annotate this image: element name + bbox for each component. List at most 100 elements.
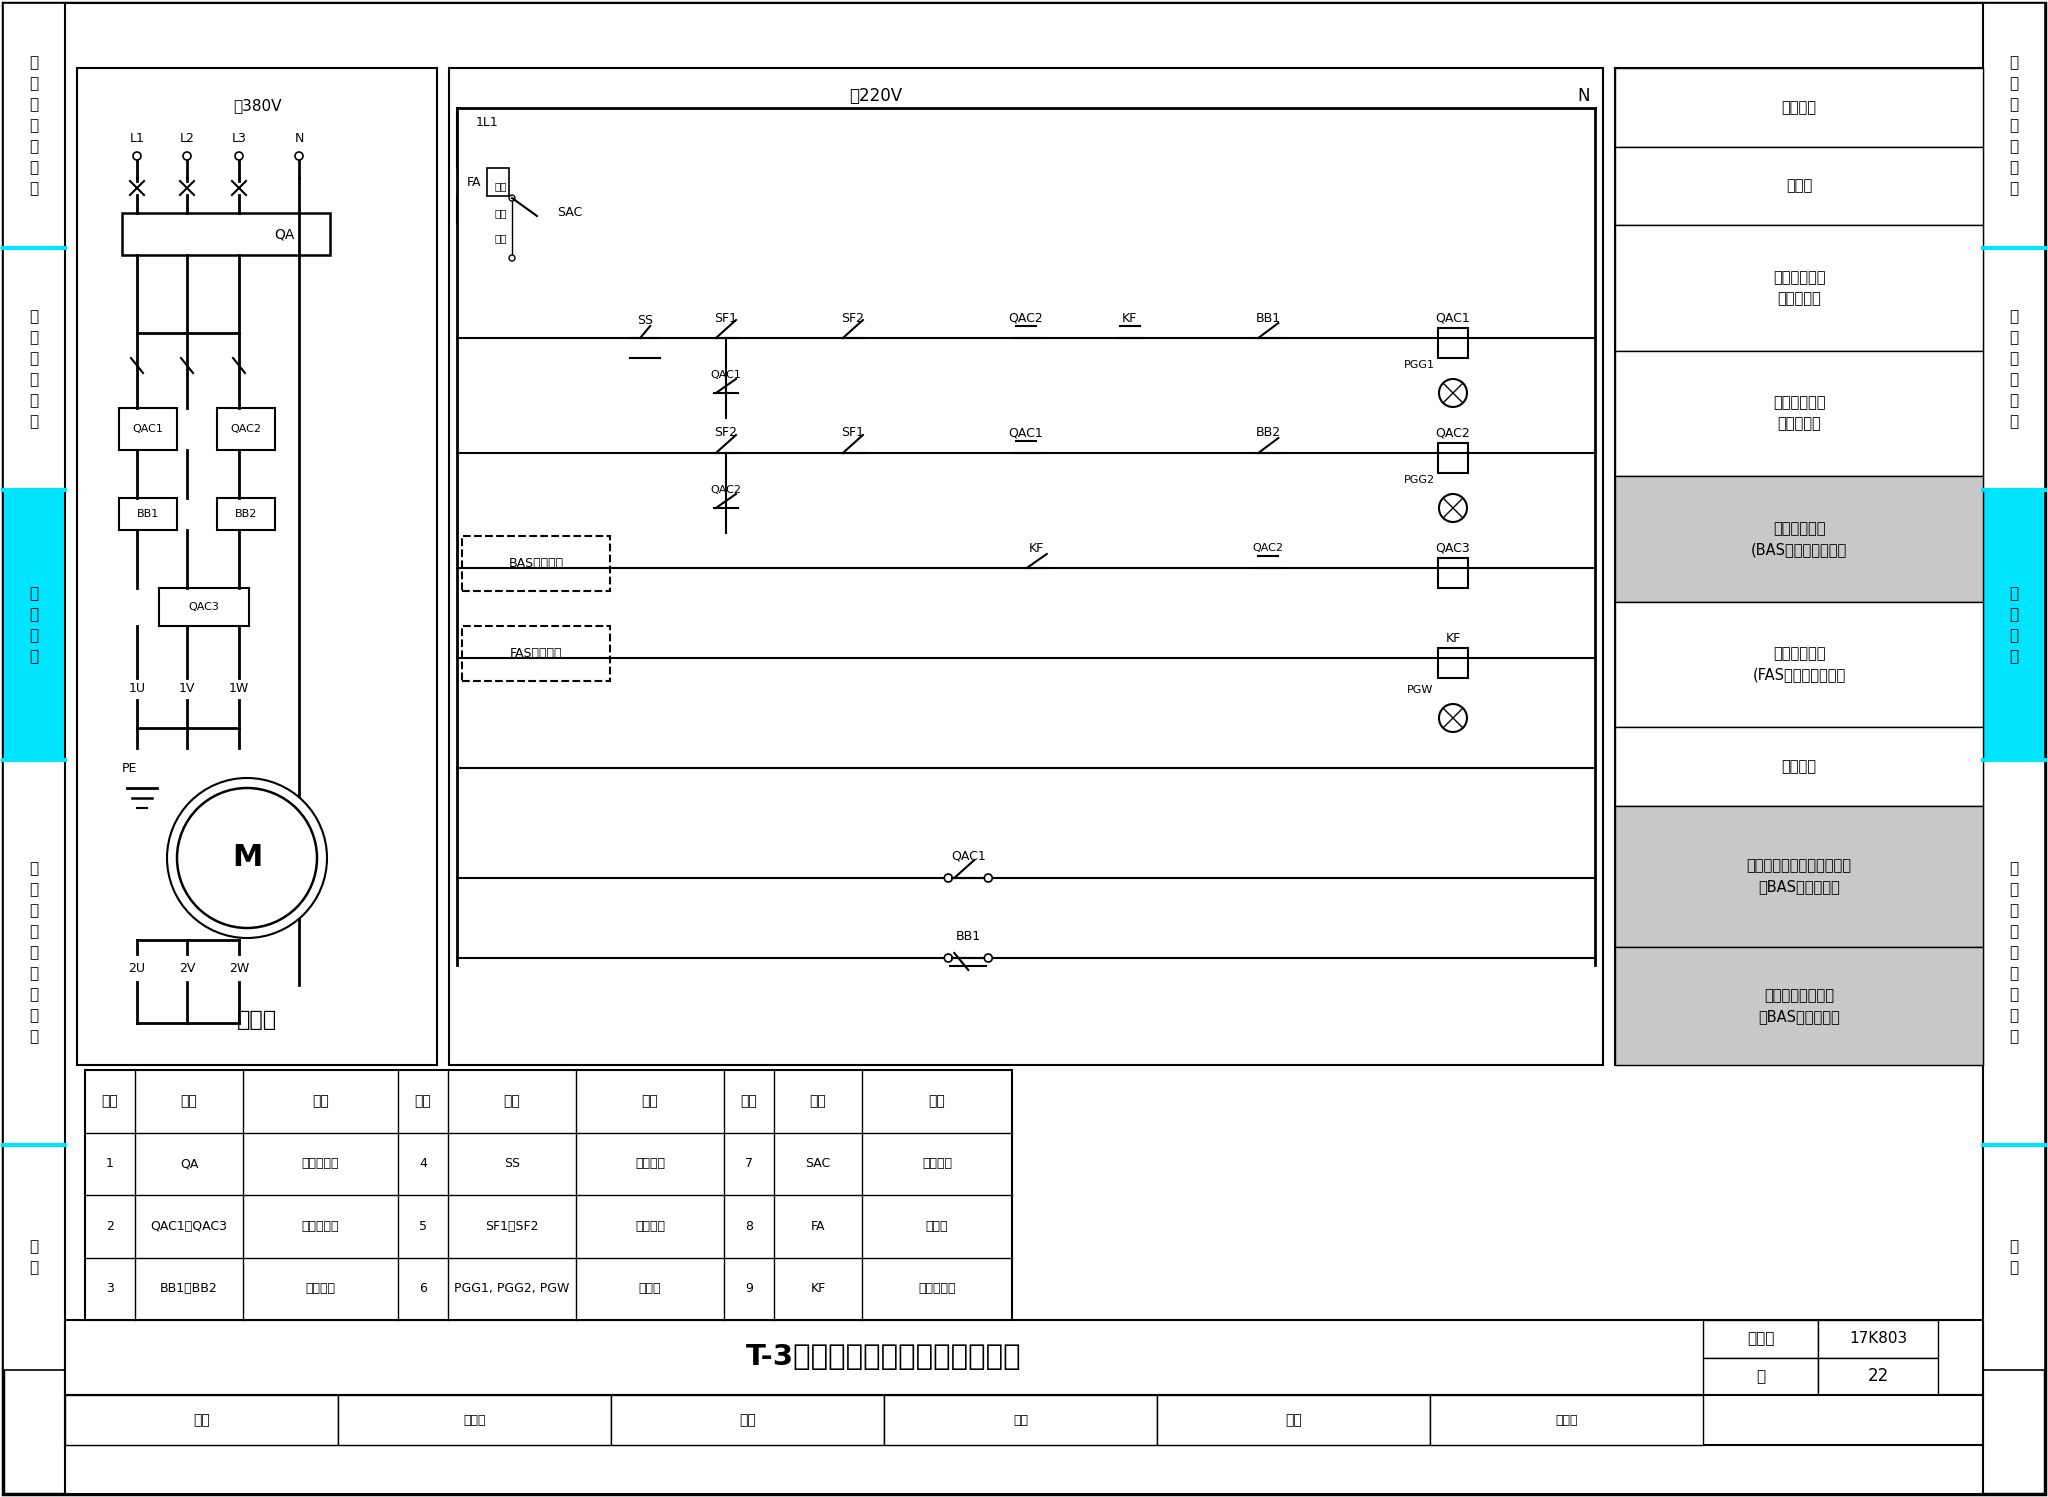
Bar	[1616, 805, 1982, 948]
Text: PGG2: PGG2	[1403, 475, 1436, 485]
Text: ～220V: ～220V	[850, 87, 903, 105]
Text: 5: 5	[420, 1220, 426, 1232]
Text: 序号: 序号	[414, 1094, 432, 1108]
Text: SF2: SF2	[842, 311, 864, 325]
Text: N: N	[1577, 87, 1589, 105]
Text: M: M	[231, 843, 262, 873]
Bar	[1438, 558, 1468, 588]
Text: 停止按钮: 停止按钮	[635, 1157, 666, 1171]
Text: 手动: 手动	[494, 234, 508, 243]
Bar	[2, 249, 66, 490]
Text: 7: 7	[745, 1157, 754, 1171]
Text: 17K803: 17K803	[1849, 1331, 1907, 1346]
Text: 电源指示: 电源指示	[1782, 759, 1817, 774]
Bar	[78, 67, 436, 1064]
Circle shape	[510, 254, 514, 260]
Text: QAC1: QAC1	[133, 424, 164, 434]
Bar	[2, 3, 66, 249]
Text: 停止: 停止	[494, 208, 508, 219]
Bar	[1430, 1395, 1704, 1445]
Text: BB1: BB1	[1255, 311, 1280, 325]
Text: PGG1, PGG2, PGW: PGG1, PGG2, PGW	[455, 1283, 569, 1295]
Text: 1U: 1U	[129, 681, 145, 695]
Bar	[119, 409, 176, 451]
Text: 指示灯: 指示灯	[639, 1283, 662, 1295]
Circle shape	[1440, 494, 1466, 522]
Bar	[1616, 948, 1982, 1064]
Text: 仪
表
调
试
和
运
行
安
装: 仪 表 调 试 和 运 行 安 装	[29, 861, 39, 1043]
Text: 目
录
与
编
制
说
明: 目 录 与 编 制 说 明	[29, 55, 39, 196]
Text: QA: QA	[180, 1157, 199, 1171]
Bar	[1616, 225, 1982, 350]
Text: 仪
表
调
试
和
运
行
安
装: 仪 表 调 试 和 运 行 安 装	[2009, 861, 2019, 1043]
Text: T-3排风排烟风机电气控制原理图: T-3排风排烟风机电气控制原理图	[745, 1343, 1022, 1371]
Text: FA: FA	[811, 1220, 825, 1232]
Text: 序号: 序号	[741, 1094, 758, 1108]
Text: 页: 页	[1755, 1368, 1765, 1383]
Text: 符号: 符号	[180, 1094, 197, 1108]
Bar	[1819, 1358, 1937, 1395]
Bar	[1438, 328, 1468, 358]
Circle shape	[1440, 379, 1466, 407]
Text: 中间继电器: 中间继电器	[918, 1283, 956, 1295]
Text: FA: FA	[467, 177, 481, 190]
Bar	[2, 490, 66, 760]
Text: 1V: 1V	[178, 681, 195, 695]
Text: 1L1: 1L1	[475, 117, 498, 130]
Circle shape	[295, 153, 303, 160]
Text: 热继电器: 热继电器	[305, 1283, 336, 1295]
Text: KF: KF	[1446, 632, 1460, 645]
Text: BB1: BB1	[956, 930, 981, 943]
Text: QAC2: QAC2	[1436, 427, 1470, 440]
Text: 符号: 符号	[809, 1094, 827, 1108]
Circle shape	[168, 778, 328, 939]
Circle shape	[985, 954, 993, 963]
Text: PGG1: PGG1	[1405, 359, 1436, 370]
Text: 3: 3	[106, 1283, 115, 1295]
Text: QAC3: QAC3	[188, 602, 219, 612]
Bar	[1819, 1320, 1937, 1358]
Circle shape	[176, 787, 317, 928]
Text: QAC2: QAC2	[711, 485, 741, 496]
Bar	[119, 499, 176, 530]
Bar	[1616, 476, 1982, 602]
Text: 赵晓宇: 赵晓宇	[1554, 1413, 1577, 1427]
Bar	[338, 1395, 610, 1445]
Bar	[1616, 728, 1982, 805]
Circle shape	[944, 954, 952, 963]
Text: PGW: PGW	[1407, 686, 1434, 695]
Text: ～380V: ～380V	[233, 99, 281, 114]
Text: KF: KF	[811, 1283, 825, 1295]
Text: SF2: SF2	[715, 427, 737, 440]
Bar	[1982, 760, 2046, 1145]
Text: 低速自动控制
(BAS自动控制信号）: 低速自动控制 (BAS自动控制信号）	[1751, 521, 1847, 557]
Bar	[66, 1395, 1982, 1445]
Text: 名称: 名称	[311, 1094, 330, 1108]
Text: 金久析: 金久析	[463, 1413, 485, 1427]
Bar	[487, 168, 510, 196]
Text: 低速手动控制
及工作信号: 低速手动控制 及工作信号	[1774, 269, 1825, 305]
Text: 启动按钮: 启动按钮	[635, 1220, 666, 1232]
Bar	[463, 536, 610, 591]
Text: 自
控
原
理: 自 控 原 理	[2009, 585, 2019, 665]
Text: QAC2: QAC2	[1008, 311, 1042, 325]
Text: 名称: 名称	[928, 1094, 946, 1108]
Text: 空气断路器: 空气断路器	[301, 1157, 340, 1171]
Text: 高速手动控制
及工作信号: 高速手动控制 及工作信号	[1774, 395, 1825, 431]
Text: 6: 6	[420, 1283, 426, 1295]
Bar	[160, 588, 250, 626]
Bar	[1616, 67, 1982, 147]
Circle shape	[133, 153, 141, 160]
Bar	[217, 409, 274, 451]
Text: 2V: 2V	[178, 961, 195, 975]
Text: 交流接触器: 交流接触器	[301, 1220, 340, 1232]
Text: QAC1: QAC1	[711, 370, 741, 380]
Bar	[1982, 3, 2046, 249]
Text: 2: 2	[106, 1220, 115, 1232]
Text: BB1: BB1	[137, 509, 160, 519]
Bar	[1616, 67, 1982, 1064]
Text: PE: PE	[121, 762, 137, 774]
Text: 附
录: 附 录	[29, 1240, 39, 1275]
Text: 8: 8	[745, 1220, 754, 1232]
Circle shape	[1440, 704, 1466, 732]
